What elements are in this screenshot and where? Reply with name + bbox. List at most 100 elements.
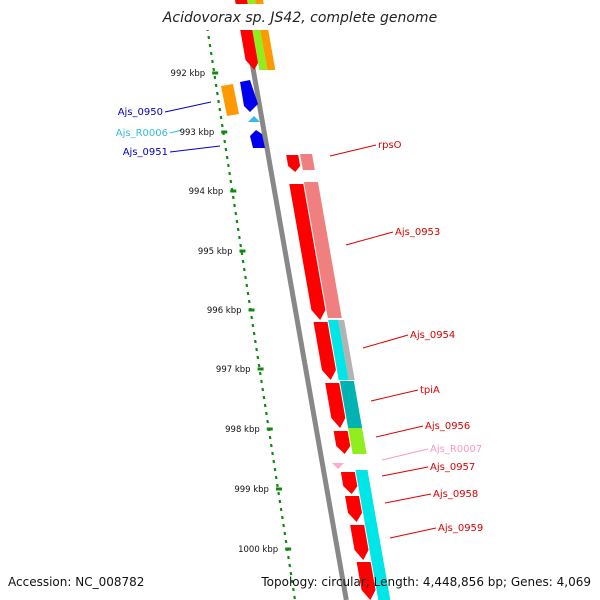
ruler-dot bbox=[289, 571, 293, 576]
ruler-dot bbox=[268, 435, 272, 440]
ruler-dot bbox=[238, 235, 241, 240]
gene-block bbox=[350, 525, 369, 560]
gene-block bbox=[286, 155, 301, 172]
gene-block bbox=[303, 182, 342, 318]
ruler-dot bbox=[255, 347, 258, 352]
ruler-dot bbox=[217, 99, 220, 104]
ruler-dot bbox=[211, 59, 214, 64]
ruler-dot bbox=[282, 523, 285, 528]
gene-label: Ajs_0953 bbox=[395, 227, 440, 238]
ruler-dot bbox=[279, 507, 283, 512]
ruler-dot bbox=[245, 283, 249, 288]
ruler-dot bbox=[254, 339, 257, 344]
map-title: Acidovorax sp. JS42, complete genome bbox=[162, 10, 437, 26]
ruler-dot bbox=[260, 379, 263, 384]
ruler-dot bbox=[293, 595, 296, 600]
ruler-dot bbox=[236, 227, 240, 232]
gene-block bbox=[339, 381, 363, 428]
ruler-dot bbox=[272, 459, 276, 464]
ruler-dot bbox=[292, 587, 295, 592]
ruler-dot bbox=[271, 451, 274, 456]
ruler-dot bbox=[274, 475, 278, 480]
tick-label: 998 kbp bbox=[225, 425, 260, 435]
tick-label: 993 kbp bbox=[180, 128, 215, 138]
ruler-dot bbox=[273, 467, 277, 472]
gene-label: Ajs_0957 bbox=[430, 462, 475, 473]
gene-block bbox=[345, 496, 363, 522]
title-background bbox=[160, 4, 450, 30]
gene-label: Ajs_0958 bbox=[433, 489, 478, 500]
gene-block bbox=[338, 320, 355, 380]
ruler-dot bbox=[220, 123, 224, 128]
accession-label: Accession: NC_008782 bbox=[8, 575, 144, 589]
ruler-dot bbox=[277, 491, 281, 496]
gene-block bbox=[300, 154, 315, 170]
ruler-dot bbox=[213, 75, 217, 80]
topology-label: Topology: circular; Length: 4,448,856 bp… bbox=[260, 575, 591, 589]
gene-labels: Ajs_0950 Ajs_R0006 Ajs_0951 rpsO Ajs_0953 Ajs… bbox=[116, 107, 484, 534]
tick-label: 995 kbp bbox=[198, 247, 233, 257]
label-leaders bbox=[164, 101, 437, 539]
ruler-dot bbox=[239, 243, 242, 248]
gene-label: Ajs_R0006 bbox=[116, 128, 168, 139]
gene-block bbox=[250, 130, 265, 148]
leader-line bbox=[329, 144, 377, 157]
ruler-dot bbox=[224, 147, 228, 152]
ruler-dot bbox=[263, 403, 267, 408]
ruler-dot bbox=[223, 139, 227, 144]
gene-label: tpiA bbox=[420, 385, 440, 396]
ruler-dot bbox=[251, 323, 255, 328]
leader-line bbox=[389, 527, 437, 539]
ruler-dot bbox=[283, 531, 287, 536]
ruler-dot bbox=[219, 115, 223, 120]
ruler-dot bbox=[233, 203, 236, 208]
tick-label: 997 kbp bbox=[216, 365, 251, 375]
ruler-dot bbox=[252, 331, 256, 336]
gene-block bbox=[248, 116, 260, 122]
backbone-line bbox=[238, 0, 349, 600]
ruler-dot bbox=[250, 315, 254, 320]
ruler-dot bbox=[218, 107, 222, 112]
gene-block bbox=[328, 320, 349, 380]
ruler-dot bbox=[287, 555, 290, 560]
ruler-dot bbox=[207, 35, 211, 40]
leader-line bbox=[370, 389, 419, 402]
gene-label: Ajs_0950 bbox=[118, 107, 163, 118]
leader-line bbox=[345, 231, 394, 246]
ruler-dot bbox=[227, 163, 230, 168]
ruler-dot bbox=[281, 515, 284, 520]
ruler-dot bbox=[244, 275, 247, 280]
gene-block bbox=[332, 463, 344, 469]
gene-block bbox=[325, 383, 346, 428]
ruler-dot bbox=[228, 171, 231, 176]
ruler-dot bbox=[234, 211, 238, 216]
gene-label: Ajs_0956 bbox=[425, 421, 470, 432]
ruler-dot bbox=[212, 67, 216, 72]
gene-block bbox=[240, 80, 258, 112]
ruler-dot bbox=[262, 395, 266, 400]
gene-label: Ajs_0954 bbox=[410, 330, 455, 341]
tick-label: 999 kbp bbox=[234, 485, 269, 495]
ruler-dot bbox=[276, 483, 279, 488]
gene-block bbox=[221, 84, 239, 116]
ruler-dot bbox=[231, 195, 235, 200]
gene-block bbox=[340, 472, 358, 494]
ruler-dot bbox=[278, 499, 282, 504]
ruler-dot bbox=[261, 387, 265, 392]
ruler-dot bbox=[235, 219, 239, 224]
ruler-dot bbox=[290, 579, 294, 584]
ruler-dot bbox=[209, 51, 213, 56]
leader-line bbox=[169, 129, 183, 134]
gene-block bbox=[355, 470, 391, 600]
ruler-dot bbox=[242, 267, 246, 272]
ruler-dot bbox=[284, 539, 288, 544]
ruler-dot bbox=[241, 259, 245, 264]
leader-line bbox=[169, 145, 221, 153]
leader-line bbox=[384, 493, 432, 504]
kbp-ruler bbox=[202, 10, 296, 600]
gene-features bbox=[221, 0, 391, 600]
ruler-dot bbox=[258, 371, 262, 376]
leader-line bbox=[164, 101, 212, 113]
tick-label: 996 kbp bbox=[207, 306, 242, 316]
